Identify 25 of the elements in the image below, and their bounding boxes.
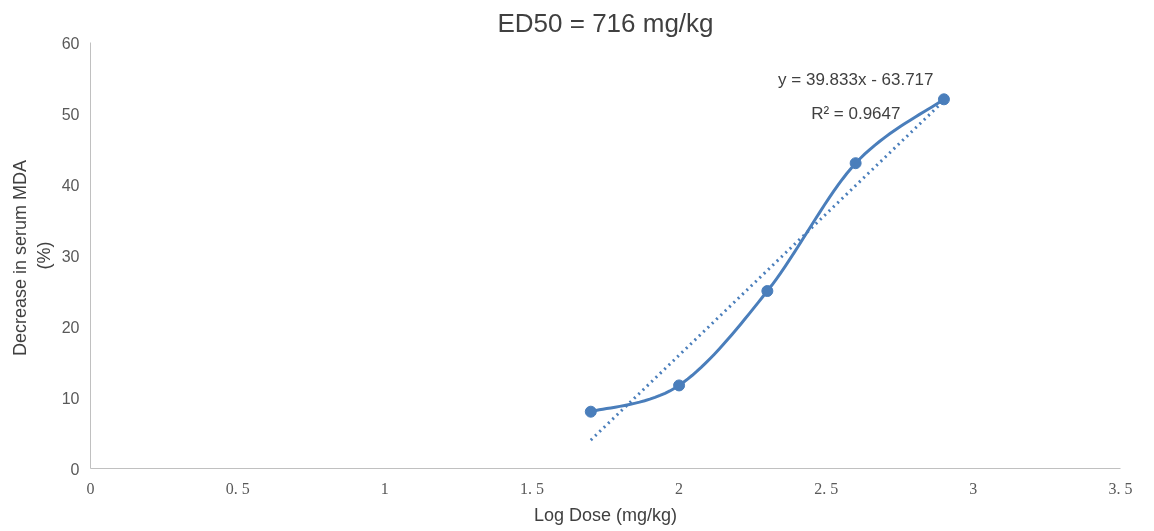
y-tick-label: 30 (61, 247, 80, 265)
y-tick-label: 10 (61, 389, 80, 407)
x-tick-label: 0. 5 (225, 479, 250, 497)
y-tick-label: 60 (61, 34, 80, 52)
x-tick-label: 2. 5 (814, 479, 839, 497)
y-tick-label: 0 (70, 460, 80, 478)
point (849, 157, 862, 170)
point (584, 405, 597, 418)
x-axis-title: Log Dose (mg/kg) (533, 504, 678, 525)
x-tick-label: 3. 5 (1108, 479, 1133, 497)
y-tick-label: 50 (61, 105, 80, 123)
point (761, 285, 774, 297)
x-tick-label: 1 (380, 479, 389, 497)
x-tick-label: 0 (86, 479, 95, 497)
y-tick-label: 40 (61, 176, 80, 194)
annotation: y = 39.833x - 63.717 (778, 70, 934, 90)
x-tick-label: 3 (969, 479, 978, 497)
annotation: R² = 0.9647 (811, 104, 901, 124)
chart-title: ED50 = 716 mg/kg (497, 7, 714, 38)
y-tick-label: 20 (61, 318, 80, 336)
x-tick-label: 1. 5 (519, 479, 544, 497)
y-axis-title: Decrease in serum MDA (%) (9, 159, 54, 357)
x-tick-label: 2 (675, 479, 684, 497)
point (937, 93, 950, 106)
point (673, 379, 686, 392)
